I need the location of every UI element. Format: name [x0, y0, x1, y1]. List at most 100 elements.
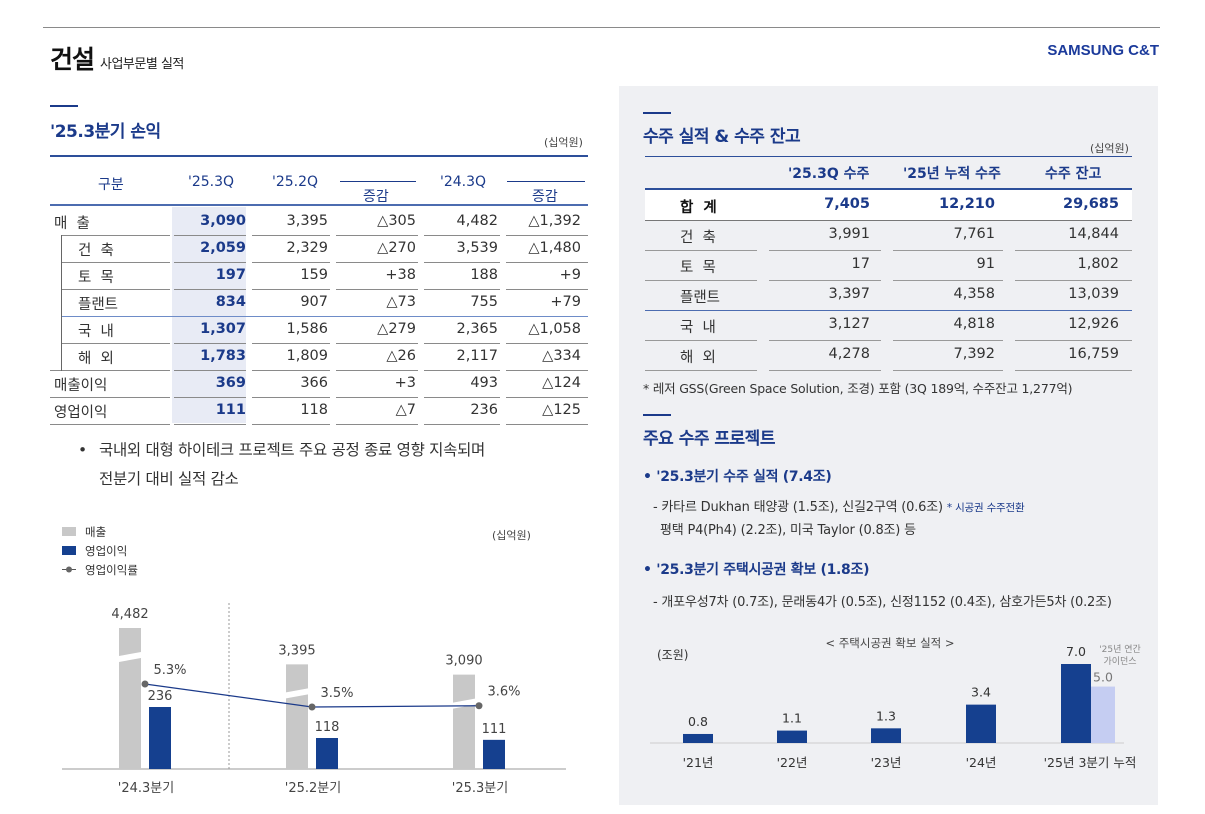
- cell-chg2: +79: [550, 294, 581, 310]
- col-header-change-yoy: 증감: [532, 189, 558, 205]
- row-divider: [645, 340, 757, 341]
- legend-item-sales: 매출: [62, 522, 138, 541]
- row-divider: [50, 370, 170, 371]
- cell-q243: 2,117: [456, 348, 498, 364]
- sub-item-bracket: [61, 235, 62, 371]
- row-divider: [50, 397, 170, 398]
- chart-legend: 매출 영업이익 영업이익률: [62, 522, 138, 579]
- cell-chg2: △1,058: [528, 321, 581, 337]
- cell-q253: 834: [215, 294, 246, 310]
- row-divider: [174, 262, 246, 263]
- row-divider: [336, 289, 418, 290]
- legend-swatch-op: [62, 546, 76, 555]
- row-divider: [336, 235, 418, 236]
- cell-q: 3,397: [828, 286, 870, 302]
- row-divider: [252, 397, 330, 398]
- col-header-backlog: 수주 잔고: [1045, 166, 1102, 182]
- row-divider: [506, 397, 588, 398]
- row-divider: [62, 316, 588, 317]
- cell-q: 7,405: [824, 196, 870, 212]
- legend-item-margin: 영업이익률: [62, 560, 138, 579]
- projects-line-1a-note: * 시공권 수주전환: [946, 502, 1025, 514]
- row-divider: [252, 262, 330, 263]
- cell-ytd: 4,818: [953, 316, 995, 332]
- projects-head-housing: • '25.3분기 주택시공권 확보 (1.8조): [643, 562, 870, 578]
- row-divider: [50, 424, 170, 425]
- row-label: 토 목: [680, 260, 716, 276]
- margin-point: [308, 703, 316, 711]
- row-divider: [769, 370, 881, 371]
- row-divider: [645, 220, 1132, 221]
- projects-line-2: - 개포우성7차 (0.7조), 문래동4가 (0.5조), 신정1152 (0…: [653, 595, 1112, 610]
- cell-q252: 2,329: [286, 240, 328, 256]
- row-divider: [174, 343, 246, 344]
- cell-q243: 188: [470, 267, 498, 283]
- cell-ytd: 7,392: [953, 346, 995, 362]
- projects-line-1a-text: - 카타르 Dukhan 태양광 (1.5조), 신길2구역 (0.6조): [653, 500, 943, 515]
- cell-ytd: 91: [976, 256, 995, 272]
- cell-q253: 2,059: [200, 240, 246, 256]
- projects-line-1b: 평택 P4(Ph4) (2.2조), 미국 Taylor (0.8조) 등: [660, 523, 916, 538]
- col-header-24-3q: '24.3Q: [440, 174, 487, 190]
- orders-table-row: 국 내 3,127 4,818 12,926: [645, 310, 1132, 340]
- pl-commentary: • 국내외 대형 하이테크 프로젝트 주요 공정 종료 영향 지속되며 전분기 …: [78, 436, 485, 494]
- row-divider: [1015, 250, 1132, 251]
- pl-table-row: 국 내 1,307 1,586 △279 2,365 △1,058: [50, 316, 588, 343]
- pl-table-row: 플랜트 834 907 △73 755 +79: [50, 289, 588, 316]
- cell-q: 3,127: [828, 316, 870, 332]
- margin-point: [475, 702, 483, 710]
- row-divider: [336, 424, 418, 425]
- row-divider: [645, 310, 1132, 311]
- cell-chg1: △305: [377, 213, 416, 229]
- row-divider: [645, 250, 757, 251]
- op-profit-bar: [149, 707, 171, 769]
- row-divider: [424, 397, 500, 398]
- op-profit-bar: [316, 738, 338, 769]
- brand-logo: SAMSUNG C&T: [1047, 42, 1159, 59]
- pl-table-row: 토 목 197 159 +38 188 +9: [50, 262, 588, 289]
- sales-bar-top: [286, 664, 308, 693]
- row-divider: [1015, 280, 1132, 281]
- x-tick-label: '25.3분기: [452, 781, 508, 796]
- orders-table-row: 토 목 17 91 1,802: [645, 250, 1132, 280]
- row-divider: [424, 289, 500, 290]
- row-label: 플랜트: [78, 297, 119, 313]
- legend-line-marker-icon: [62, 566, 76, 573]
- x-tick-label: '25.2분기: [285, 781, 341, 796]
- page-title-main: 건설: [50, 45, 95, 74]
- row-divider: [336, 262, 418, 263]
- cell-q243: 493: [470, 375, 498, 391]
- projects-head-orders: • '25.3분기 수주 실적 (7.4조): [643, 469, 832, 485]
- cell-backlog: 13,039: [1068, 286, 1119, 302]
- margin-label: 3.5%: [320, 686, 353, 701]
- cell-q253: 1,783: [200, 348, 246, 364]
- cell-q243: 4,482: [456, 213, 498, 229]
- row-divider: [893, 280, 1003, 281]
- page-title-sub: 사업부문별 실적: [100, 57, 184, 72]
- pl-table: 구분 '25.3Q '25.2Q 증감 '24.3Q 증감 매 출 3,090 3,…: [50, 155, 588, 425]
- cell-q253: 111: [215, 402, 246, 418]
- row-divider: [62, 343, 170, 344]
- cell-chg2: △1,392: [528, 213, 581, 229]
- page-title: 건설 사업부문별 실적: [50, 40, 184, 76]
- header-group-line: [507, 181, 585, 182]
- row-label: 플랜트: [680, 290, 721, 306]
- row-label: 매 출: [54, 216, 90, 232]
- margin-label: 5.3%: [153, 663, 186, 678]
- row-divider: [1015, 370, 1132, 371]
- cell-ytd: 4,358: [953, 286, 995, 302]
- pl-table-row: 해 외 1,783 1,809 △26 2,117 △334: [50, 343, 588, 370]
- header-group-line: [340, 181, 416, 182]
- row-divider: [893, 250, 1003, 251]
- row-divider: [336, 397, 418, 398]
- orders-unit: (십억원): [1090, 142, 1129, 155]
- row-label: 토 목: [78, 270, 114, 286]
- cell-q252: 907: [300, 294, 328, 310]
- row-divider: [769, 340, 881, 341]
- cell-chg2: △125: [542, 402, 581, 418]
- sales-bar: [453, 704, 475, 769]
- cell-q243: 236: [470, 402, 498, 418]
- cell-chg1: △279: [377, 321, 416, 337]
- section-accent-bar: [643, 414, 671, 416]
- cell-chg2: △334: [542, 348, 581, 364]
